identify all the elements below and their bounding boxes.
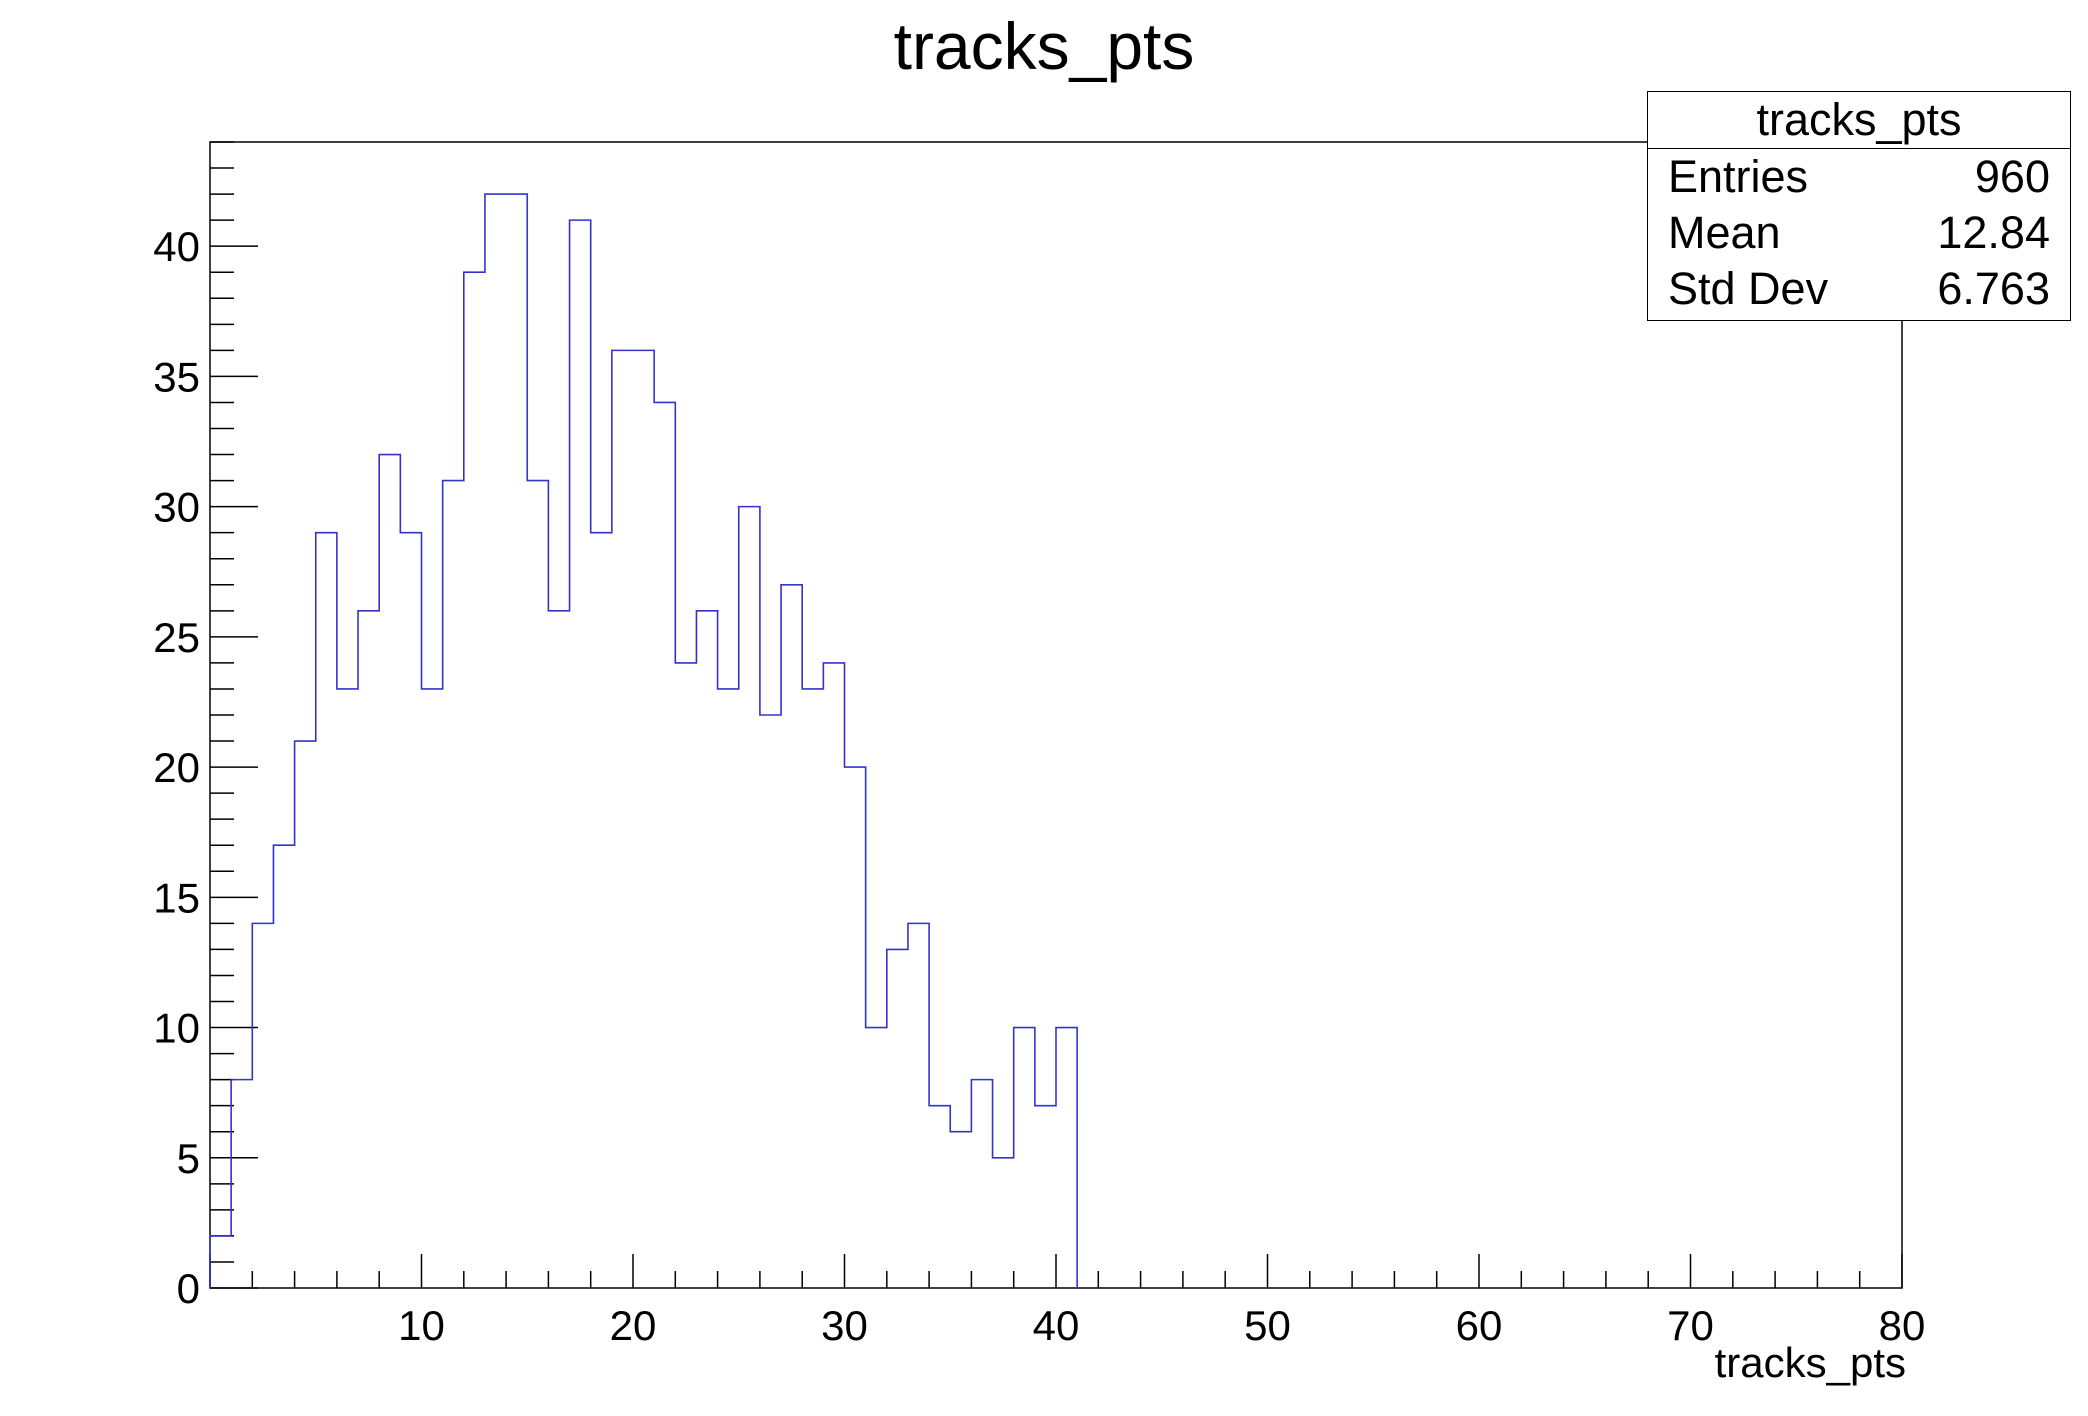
stats-box: tracks_pts Entries 960 Mean 12.84 Std De…	[1647, 91, 2071, 321]
y-tick-label: 15	[153, 874, 200, 921]
stats-row-mean: Mean 12.84	[1648, 205, 2070, 261]
x-tick-label: 20	[610, 1302, 657, 1349]
x-tick-label: 30	[821, 1302, 868, 1349]
x-axis: 10 20 30 40 50 60 70 80	[209, 1254, 1926, 1349]
stats-row-entries: Entries 960	[1648, 149, 2070, 205]
stats-label: Entries	[1668, 151, 1809, 202]
x-tick-label: 10	[398, 1302, 445, 1349]
x-tick-label: 70	[1667, 1302, 1714, 1349]
y-tick-label: 35	[153, 353, 200, 400]
stats-box-title: tracks_pts	[1648, 92, 2070, 149]
stats-value: 6.763	[1937, 263, 2050, 314]
x-tick-label: 40	[1033, 1302, 1080, 1349]
stats-row-std-dev: Std Dev 6.763	[1648, 261, 2070, 317]
stats-value: 12.84	[1937, 207, 2050, 258]
chart-title: tracks_pts	[893, 9, 1195, 83]
x-axis-label: tracks_pts	[1714, 1339, 1906, 1386]
x-tick-label: 50	[1244, 1302, 1291, 1349]
y-tick-label: 30	[153, 484, 200, 531]
y-tick-label: 25	[153, 614, 200, 661]
y-tick-label: 40	[153, 223, 200, 270]
y-axis: 0 5 10 15 20 25 30 35 40	[153, 141, 258, 1312]
y-tick-label: 10	[153, 1005, 200, 1052]
stats-label: Mean	[1668, 207, 1781, 258]
y-tick-label: 0	[177, 1265, 200, 1312]
y-tick-label: 5	[177, 1135, 200, 1182]
stats-label: Std Dev	[1668, 263, 1829, 314]
y-tick-label: 20	[153, 744, 200, 791]
stats-value: 960	[1974, 151, 2050, 202]
x-tick-label: 60	[1456, 1302, 1503, 1349]
x-tick-label: 80	[1879, 1302, 1926, 1349]
histogram-series-line	[209, 193, 1078, 1288]
